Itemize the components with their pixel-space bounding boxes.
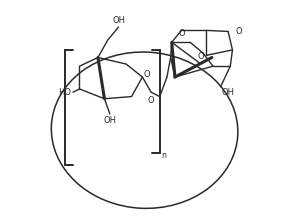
Text: O: O: [179, 29, 185, 38]
Text: O: O: [236, 27, 242, 36]
Text: HO: HO: [58, 88, 71, 97]
Text: O: O: [147, 96, 154, 105]
Text: O: O: [144, 70, 151, 79]
Text: OH: OH: [103, 116, 116, 125]
Text: OH: OH: [112, 16, 125, 25]
Text: n: n: [162, 151, 167, 160]
Text: OH: OH: [222, 88, 235, 97]
Text: O: O: [198, 52, 204, 61]
